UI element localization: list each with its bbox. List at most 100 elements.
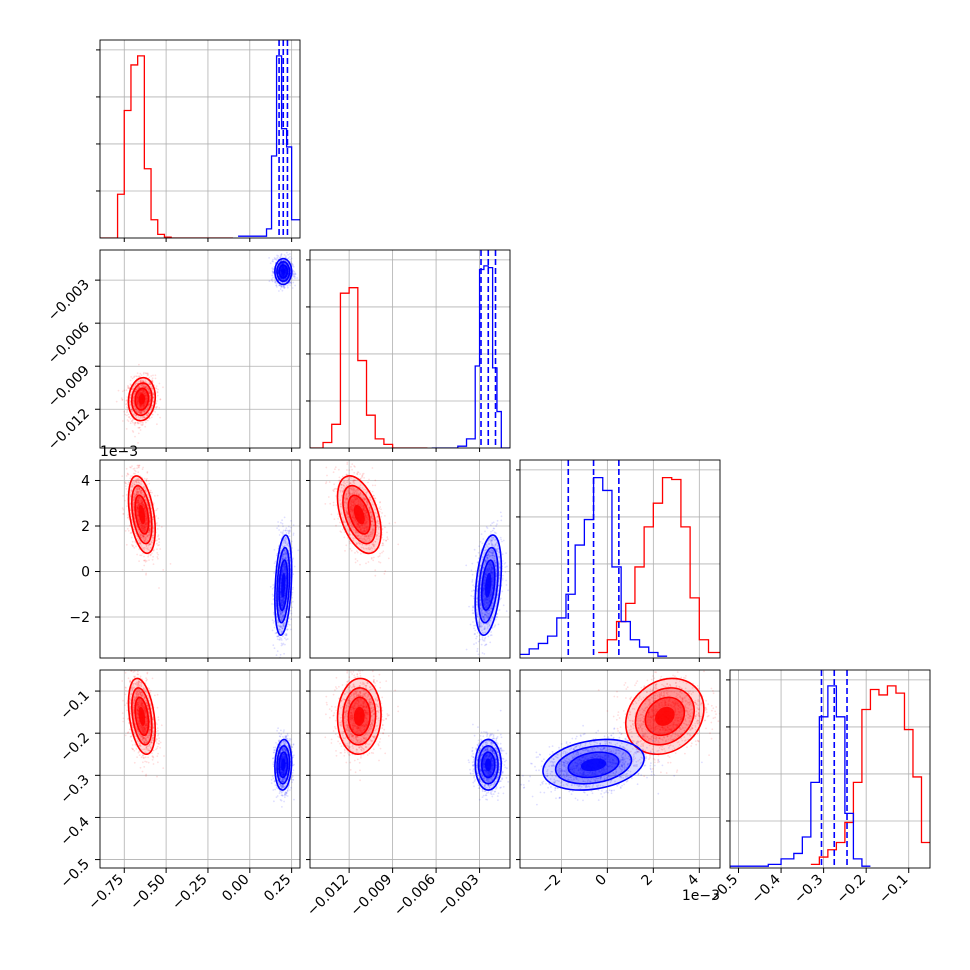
scatter-point	[137, 539, 140, 542]
scatter-point	[124, 485, 127, 488]
scatter-point	[281, 262, 284, 265]
scatter-point	[158, 538, 161, 541]
scatter-point	[131, 377, 134, 380]
scatter-point	[291, 600, 294, 603]
scatter-point	[293, 270, 296, 273]
scatter-point	[129, 400, 132, 403]
panel-frame	[99, 249, 301, 449]
scatter-point	[151, 405, 154, 407]
scatter-point	[283, 557, 286, 559]
scatter-point	[345, 473, 348, 476]
scatter-point	[121, 390, 124, 393]
scatter-point	[141, 385, 143, 387]
hist-red	[310, 287, 428, 448]
panel-frame	[519, 459, 721, 659]
scatter-point	[126, 409, 129, 412]
scatter-point	[367, 535, 370, 537]
scatter-point	[290, 540, 293, 543]
scatter-point	[125, 543, 128, 546]
scatter-point	[130, 466, 132, 469]
scatter-point	[145, 499, 148, 502]
scatter-point	[293, 565, 296, 568]
scatter-point	[143, 371, 145, 374]
scatter-point	[285, 559, 288, 562]
scatter-point	[290, 618, 292, 621]
scatter-point	[282, 285, 285, 288]
scatter-point	[136, 537, 139, 540]
scatter-point	[142, 379, 144, 382]
scatter-point	[275, 654, 278, 656]
scatter-point	[152, 555, 155, 558]
scatter-point	[143, 411, 146, 413]
scatter-point	[286, 638, 289, 640]
scatter-point	[144, 380, 147, 382]
scatter-point	[144, 560, 147, 563]
scatter-point	[149, 525, 152, 527]
scatter-point	[150, 553, 152, 556]
scatter-point	[145, 479, 148, 482]
scatter-point	[289, 281, 292, 284]
scatter-point	[281, 556, 283, 559]
scatter-point	[148, 404, 150, 407]
scatter-point	[132, 497, 135, 500]
scatter-point	[131, 388, 134, 391]
scatter-point	[121, 507, 124, 510]
scatter-point	[149, 391, 151, 394]
scatter-point	[153, 393, 155, 396]
scatter-point	[155, 385, 158, 387]
scatter-point	[132, 482, 135, 485]
panel-p4-hist	[729, 669, 931, 869]
scatter-point	[281, 557, 284, 560]
scatter-point	[144, 538, 147, 540]
scatter-point	[142, 536, 145, 538]
scatter-point	[156, 391, 159, 394]
scatter-point	[134, 415, 137, 417]
scatter-point	[134, 470, 137, 473]
scatter-point	[150, 386, 153, 389]
scatter-point	[284, 540, 286, 542]
scatter-point	[148, 528, 151, 531]
scatter-point	[286, 628, 289, 631]
scatter-point	[133, 481, 136, 484]
scatter-point	[145, 409, 148, 411]
scatter-point	[143, 539, 146, 542]
scatter-point	[274, 282, 277, 284]
scatter-point	[158, 587, 160, 589]
scatter-point	[283, 609, 286, 612]
scatter-point	[132, 403, 135, 405]
scatter-point	[133, 483, 136, 486]
scatter-point	[289, 284, 292, 287]
scatter-point	[136, 553, 139, 556]
scatter-point	[141, 423, 144, 426]
scatter-point	[345, 493, 348, 496]
scatter-point	[273, 620, 276, 623]
scatter-point	[280, 612, 282, 614]
scatter-point	[140, 412, 143, 414]
scatter-point	[285, 554, 288, 556]
scatter-point	[291, 606, 293, 609]
scatter-point	[129, 495, 132, 498]
scatter-point	[147, 555, 150, 558]
scatter-point	[132, 499, 135, 501]
scatter-point	[156, 406, 159, 408]
scatter-point	[284, 637, 286, 639]
scatter-point	[144, 536, 147, 539]
scatter-point	[288, 532, 290, 535]
scatter-point	[148, 392, 151, 395]
scatter-point	[289, 609, 292, 612]
scatter-point	[136, 387, 139, 390]
scatter-point	[290, 282, 292, 285]
scatter-point	[278, 628, 281, 631]
scatter-point	[129, 532, 132, 534]
scatter-point	[271, 280, 274, 283]
scatter-point	[148, 402, 151, 405]
scatter-point	[285, 540, 287, 543]
scatter-point	[157, 517, 160, 520]
scatter-point	[158, 541, 161, 543]
scatter-point	[281, 627, 284, 629]
scatter-point	[279, 624, 282, 627]
scatter-point	[130, 531, 133, 534]
scatter-point	[144, 425, 147, 428]
scatter-point	[138, 385, 141, 388]
scatter-point	[139, 542, 142, 545]
